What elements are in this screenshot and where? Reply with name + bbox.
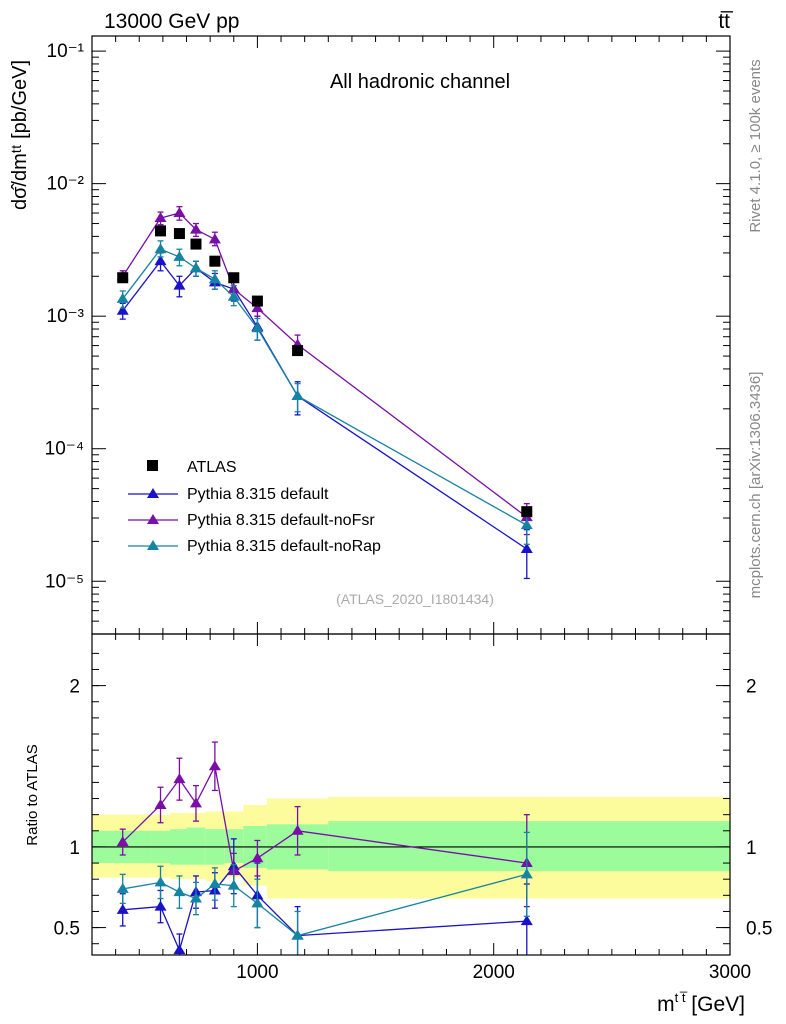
point-default bbox=[520, 543, 533, 554]
legend-norap-marker bbox=[147, 540, 159, 550]
legend: ATLAS Pythia 8.315 default Pythia 8.315 … bbox=[128, 459, 381, 555]
point-norap bbox=[154, 243, 167, 254]
ratio-point-default bbox=[116, 903, 129, 914]
ratio-point-nofsr bbox=[173, 773, 186, 784]
series-line-default bbox=[122, 260, 528, 550]
point-default bbox=[116, 304, 129, 315]
point-nofsr bbox=[173, 207, 186, 218]
point-norap bbox=[208, 273, 221, 284]
ratio-y-axis-label: Ratio to ATLAS bbox=[24, 744, 41, 845]
ratio-point-nofsr bbox=[154, 798, 167, 809]
ratio-point-nofsr bbox=[189, 797, 202, 808]
point-nofsr bbox=[208, 233, 221, 244]
point-atlas bbox=[228, 272, 240, 284]
ratio-y-tick-label-right: 2 bbox=[746, 677, 757, 698]
ratio-point-default bbox=[154, 900, 167, 911]
ratio-point-default bbox=[173, 944, 186, 955]
ratio-point-norap bbox=[154, 876, 167, 887]
x-tick-label: 2000 bbox=[473, 962, 515, 983]
point-nofsr bbox=[154, 212, 167, 223]
x-tick-label: 1000 bbox=[236, 962, 278, 983]
process-label: tt̅ bbox=[718, 10, 734, 33]
main-y-tick-label: 10⁻⁵ bbox=[45, 571, 84, 592]
point-atlas bbox=[292, 345, 304, 357]
point-norap bbox=[251, 322, 264, 333]
point-atlas bbox=[190, 238, 202, 250]
ratio-frame bbox=[91, 633, 731, 956]
ratio-y-tick-label: 1 bbox=[69, 838, 80, 859]
point-atlas bbox=[209, 255, 221, 267]
ratio-point-nofsr bbox=[251, 852, 264, 863]
main-marks bbox=[116, 206, 533, 580]
chart-title: All hadronic channel bbox=[330, 71, 510, 93]
legend-atlas-marker bbox=[147, 460, 158, 471]
mcplots-label: mcplots.cern.ch [arXiv:1306.3436] bbox=[747, 372, 764, 599]
ratio-y-tick-label-right: 0.5 bbox=[746, 919, 772, 940]
point-norap bbox=[173, 250, 186, 261]
collision-label: 13000 GeV pp bbox=[104, 10, 239, 33]
x-axis-label: mt t̅ [GeV] bbox=[657, 990, 745, 1016]
ratio-point-default bbox=[520, 915, 533, 926]
ratio-point-norap bbox=[173, 886, 186, 897]
ratio-point-nofsr bbox=[291, 824, 304, 835]
ratio-point-nofsr bbox=[116, 836, 129, 847]
main-y-tick-label: 10⁻¹ bbox=[47, 41, 85, 62]
ratio-y-tick-label: 2 bbox=[69, 677, 80, 698]
ratio-point-norap bbox=[227, 879, 240, 890]
ratio-point-norap bbox=[520, 868, 533, 879]
point-norap bbox=[189, 262, 202, 273]
ratio-point-norap bbox=[189, 892, 202, 903]
legend-norap-label: Pythia 8.315 default-noRap bbox=[187, 538, 381, 555]
legend-default-label: Pythia 8.315 default bbox=[187, 486, 329, 503]
uncertainty-band-inner bbox=[186, 827, 206, 865]
point-atlas bbox=[521, 506, 533, 518]
legend-nofsr-label: Pythia 8.315 default-noFsr bbox=[187, 512, 375, 529]
point-atlas bbox=[251, 295, 263, 307]
main-y-axis-label: dσ̂/dmᵗᵗ [pb/GeV] bbox=[9, 60, 31, 210]
point-norap bbox=[116, 292, 129, 303]
point-norap bbox=[520, 519, 533, 530]
point-norap bbox=[291, 389, 304, 400]
rivet-version-label: Rivet 4.1.0, ≥ 100k events bbox=[747, 59, 764, 232]
ratio-y-tick-label: 0.5 bbox=[54, 919, 80, 940]
legend-default-marker bbox=[147, 488, 159, 498]
ratio-point-norap bbox=[291, 929, 304, 940]
ratio-marks bbox=[92, 741, 730, 955]
point-default bbox=[173, 279, 186, 290]
legend-atlas-label: ATLAS bbox=[187, 459, 237, 476]
main-panel: 10⁻¹ 10⁻² 10⁻³ 10⁻⁴ 10⁻⁵ All hadronic channe… bbox=[9, 35, 731, 635]
ratio-point-norap bbox=[251, 897, 264, 908]
point-nofsr bbox=[189, 223, 202, 234]
analysis-watermark: (ATLAS_2020_I1801434) bbox=[336, 591, 494, 607]
ratio-point-norap bbox=[208, 878, 221, 889]
series-line-norap bbox=[122, 248, 528, 526]
point-atlas bbox=[155, 225, 167, 237]
main-axes: 10⁻¹ 10⁻² 10⁻³ 10⁻⁴ 10⁻⁵ bbox=[45, 36, 731, 635]
ratio-panel: 1000 2000 3000 0.5 0.5 1 1 2 2 Ratio to ATLAS mt… bbox=[24, 633, 772, 1016]
main-y-tick-label: 10⁻² bbox=[47, 174, 85, 195]
point-norap bbox=[227, 290, 240, 301]
point-default bbox=[154, 255, 167, 266]
point-atlas bbox=[117, 272, 129, 284]
ratio-point-nofsr bbox=[208, 760, 221, 771]
x-tick-label: 3000 bbox=[709, 962, 751, 983]
point-nofsr bbox=[251, 302, 264, 313]
main-y-tick-label: 10⁻⁴ bbox=[45, 439, 84, 460]
main-y-tick-label: 10⁻³ bbox=[47, 306, 85, 327]
ratio-y-tick-label-right: 1 bbox=[746, 838, 757, 859]
point-atlas bbox=[173, 228, 185, 240]
legend-nofsr-marker bbox=[147, 514, 159, 524]
ratio-axes: 1000 2000 3000 0.5 0.5 1 1 2 2 bbox=[54, 634, 772, 983]
ratio-point-norap bbox=[116, 882, 129, 893]
